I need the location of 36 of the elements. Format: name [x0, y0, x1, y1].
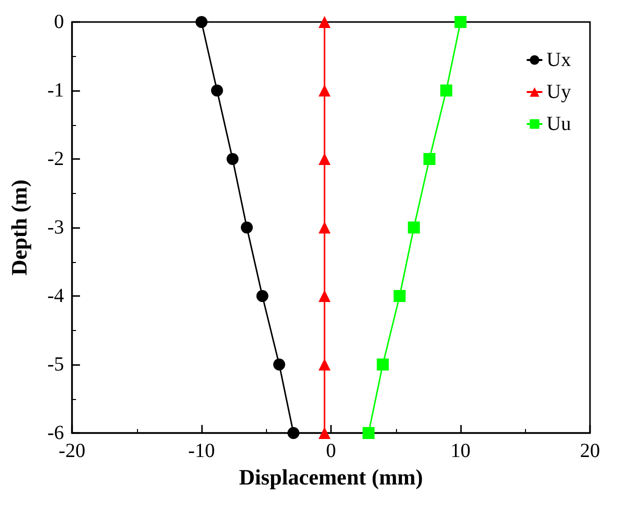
point — [318, 16, 331, 28]
legend-label: Uy — [546, 81, 572, 103]
point — [423, 153, 436, 165]
y-tick-label: -5 — [47, 354, 64, 376]
point — [318, 153, 331, 165]
y-tick-label: -2 — [47, 148, 64, 170]
point — [440, 84, 452, 96]
x-tick-label: 10 — [450, 440, 470, 462]
point — [287, 427, 300, 439]
point — [408, 222, 420, 234]
x-tick-label: -10 — [188, 440, 215, 462]
point — [376, 358, 389, 370]
y-tick-label: 0 — [54, 11, 64, 33]
point — [196, 16, 208, 28]
legend-label: Uu — [546, 113, 572, 135]
point — [240, 222, 253, 234]
y-tick-label: -1 — [47, 80, 64, 102]
point — [226, 153, 239, 165]
x-tick-label: 20 — [580, 440, 600, 462]
y-tick-label: -3 — [47, 216, 64, 238]
y-axis-title: Depth (m) — [6, 180, 32, 276]
point — [318, 358, 331, 370]
point — [318, 222, 331, 234]
point — [273, 358, 286, 370]
point — [318, 84, 331, 96]
x-axis-title: Displacement (mm) — [239, 464, 423, 490]
legend-label: Ux — [546, 49, 572, 71]
y-tick-label: -4 — [47, 285, 64, 307]
point — [211, 84, 224, 96]
point — [318, 290, 331, 302]
point — [394, 290, 406, 302]
point — [256, 290, 268, 302]
point — [454, 16, 466, 28]
point — [318, 427, 331, 439]
point — [362, 427, 375, 439]
x-tick-label: 0 — [326, 440, 336, 462]
